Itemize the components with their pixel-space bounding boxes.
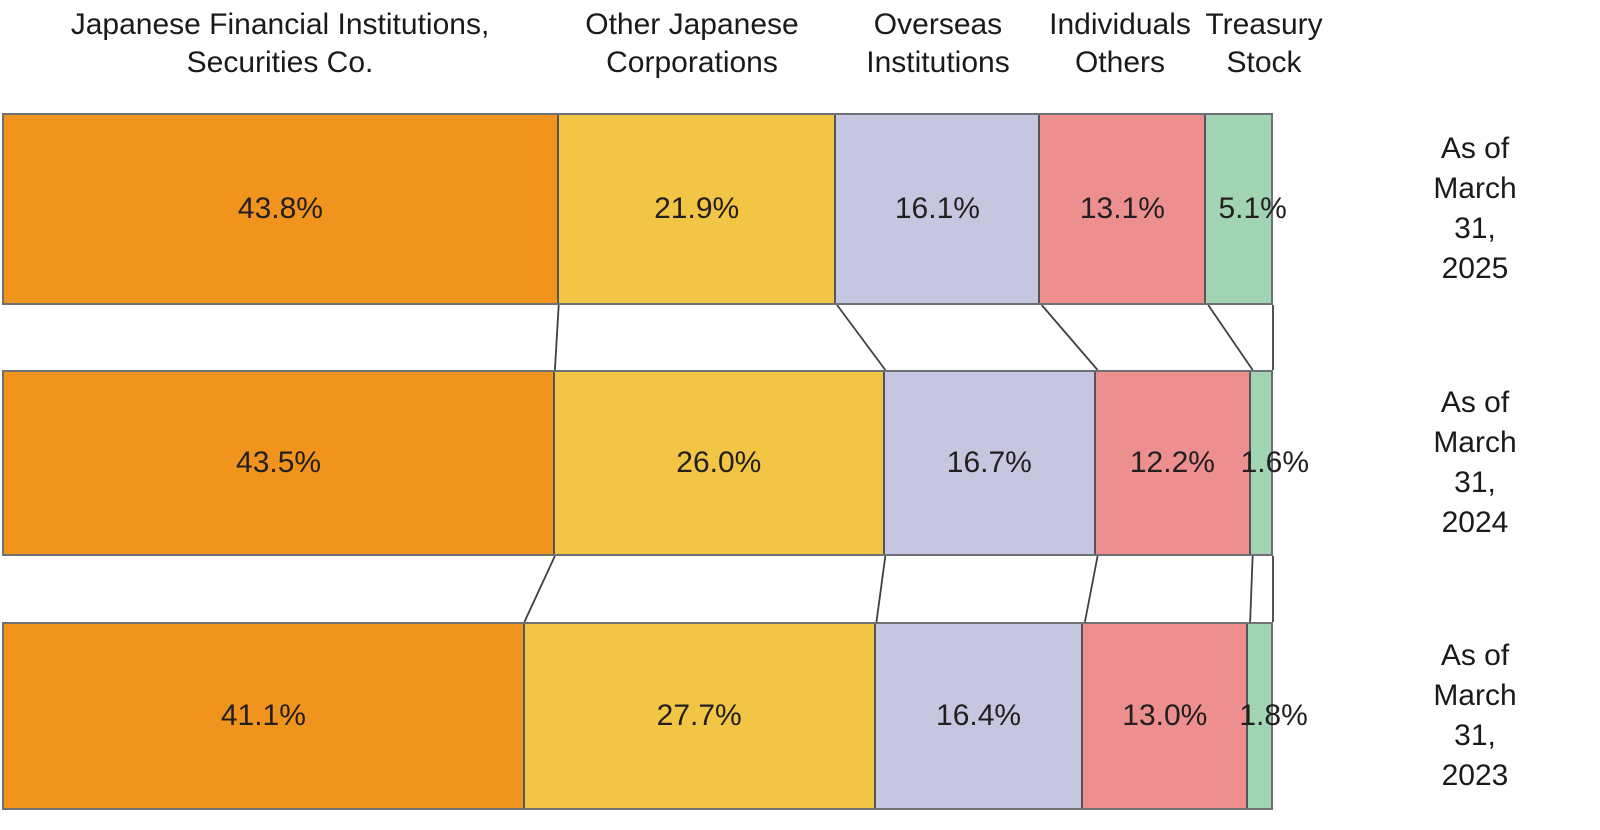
segment-value-label: 41.1% [220,699,306,732]
period-label-row3: As of March 31, 2023 [1433,639,1517,792]
segment-row2-2: 26.0% [555,372,885,554]
segment-value-label: 13.0% [1122,699,1208,732]
segment-value-label: 16.7% [946,446,1032,479]
segment-row1-1: 43.8% [4,115,559,303]
segment-value-label: 27.7% [656,699,742,732]
segment-row2-5: 1.6% [1241,372,1309,554]
segment-value-label: 5.1% [1218,192,1287,225]
bar-row-2: 43.5% 26.0% 16.7% 12.2% 1.6% [2,370,1309,556]
column-header-other-japanese-corporations: Other Japanese Corporations [585,8,799,79]
period-label-row2: As of March 31, 2024 [1433,386,1517,539]
segment-row3-5: 1.8% [1239,624,1308,808]
segment-row1-3: 16.1% [836,115,1041,303]
segment-row3-4: 13.0% [1083,624,1249,808]
segment-value-label: 43.8% [237,192,323,225]
segment-value-label: 16.4% [936,699,1022,732]
segment-row1-2: 21.9% [558,115,837,303]
segment-row3-1: 41.1% [4,624,525,808]
column-header-individuals-others: Individuals Others [1049,8,1191,79]
segment-value-label: 1.8% [1239,699,1308,732]
bar-row-3: 41.1% 27.7% 16.4% 13.0% 1.8% [2,622,1308,810]
period-label-row1: As of March 31, 2025 [1433,132,1517,285]
segment-value-label: 13.1% [1079,192,1165,225]
segment-value-label: 26.0% [676,446,762,479]
column-header-treasury-stock: Treasury Stock [1205,8,1323,79]
segment-value-label: 12.2% [1129,446,1215,479]
segment-row1-5: 5.1% [1206,115,1287,303]
segment-value-label: 1.6% [1240,446,1310,479]
segment-value-label: 21.9% [654,192,740,225]
segment-row2-1: 43.5% [4,372,556,554]
column-header-overseas-institutions: Overseas Institutions [866,8,1010,79]
bar-row-1: 43.8% 21.9% 16.1% 13.1% 5.1% [2,113,1287,305]
segment-row2-3: 16.7% [884,372,1097,554]
segment-value-label: 43.5% [236,446,322,479]
segment-row3-3: 16.4% [875,624,1084,808]
column-header-japanese-financial-institutions: Japanese Financial Institutions, Securit… [70,8,490,79]
segment-row3-2: 27.7% [524,624,876,808]
segment-row1-4: 13.1% [1040,115,1207,303]
segment-value-label: 16.1% [894,192,980,225]
segment-row2-4: 12.2% [1096,372,1251,554]
